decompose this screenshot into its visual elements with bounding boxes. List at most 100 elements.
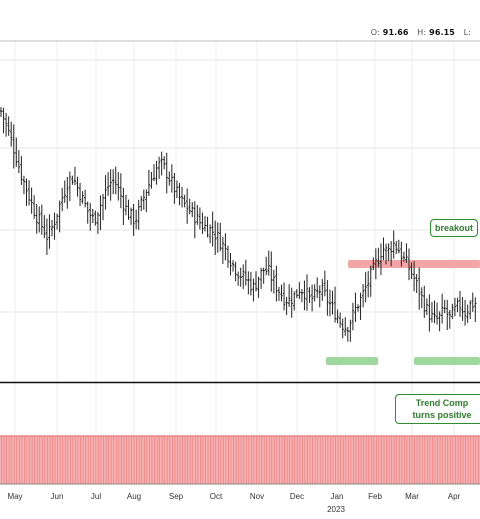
ohlc-bar: [216, 222, 219, 253]
ohlc-bar: [316, 277, 319, 299]
ohlc-bar: [175, 180, 179, 199]
ohlc-bar: [10, 121, 13, 147]
ohlc-bar: [22, 175, 26, 195]
low-label: L:: [463, 28, 471, 37]
ohlc-bar: [446, 299, 449, 330]
ohlc-bar: [211, 211, 214, 247]
ohlc-bar: [474, 297, 477, 323]
ohlc-bar: [387, 243, 390, 261]
ohlc-bar: [272, 269, 276, 294]
ohlc-bar: [349, 319, 352, 342]
ohlc-bar: [277, 286, 281, 301]
ohlc-bar: [374, 248, 378, 280]
ohlc-bar: [310, 284, 314, 312]
ohlc-bar: [384, 243, 388, 265]
ohlc-bar: [364, 272, 367, 303]
ohlc-bar: [226, 245, 230, 268]
ohlc-bar: [145, 189, 148, 213]
ohlc-bar: [239, 267, 242, 287]
ohlc-bar: [328, 289, 332, 317]
ohlc-bar: [425, 298, 429, 316]
x-tick-label: Apr: [447, 492, 461, 501]
ohlc-bar: [40, 204, 43, 235]
ohlc-bar: [440, 293, 444, 324]
x-tick-label: Jan: [330, 492, 344, 501]
ohlc-bar: [423, 285, 426, 318]
ohlc-bar: [94, 210, 97, 226]
ohlc-bar: [122, 187, 125, 226]
ohlc-bar: [300, 289, 304, 303]
trend-comp-callout: Trend Comp turns positive: [395, 394, 480, 424]
x-tick-label: Jun: [50, 492, 64, 501]
ohlc-bar: [48, 214, 51, 249]
ohlc-bar: [435, 302, 439, 325]
ohlc-bar: [168, 171, 171, 186]
ohlc-bar: [30, 187, 33, 214]
ohlc-bar: [275, 265, 278, 302]
ohlc-bar: [379, 243, 383, 276]
ohlc-bar: [259, 267, 263, 289]
ohlc-bar: [257, 276, 260, 298]
ohlc-bar: [451, 303, 454, 319]
ohlc-readout: O: 91.66 H: 96.15 L:: [371, 28, 474, 37]
breakout-callout: breakout: [430, 219, 478, 237]
ohlc-bar: [150, 171, 153, 189]
ohlc-bar: [27, 180, 31, 206]
ohlc-bar: [410, 262, 413, 279]
ohlc-bar: [466, 304, 469, 323]
ohlc-bar: [344, 317, 347, 336]
ohlc-bar: [341, 318, 344, 339]
ohlc-bar: [298, 281, 301, 300]
header-bar: [0, 0, 480, 41]
ohlc-bar: [430, 301, 434, 323]
price-bars: [0, 106, 477, 342]
ohlc-bar: [456, 297, 459, 313]
ohlc-bar: [198, 207, 202, 230]
ohlc-bar: [231, 260, 235, 272]
ohlc-bar: [165, 152, 168, 194]
ohlc-bar: [86, 201, 89, 224]
ohlc-bar: [89, 202, 92, 231]
ohlc-bar: [4, 112, 8, 137]
ohlc-bar: [234, 261, 237, 282]
ohlc-bar: [361, 283, 365, 308]
ohlc-bar: [224, 233, 227, 261]
support-band-right: [414, 357, 480, 365]
x-tick-label: Nov: [249, 492, 265, 501]
ohlc-bar: [137, 199, 140, 230]
ohlc-bar: [55, 213, 59, 230]
ohlc-bar: [201, 212, 204, 234]
ohlc-bar: [267, 250, 270, 276]
ohlc-bar: [91, 208, 94, 224]
ohlc-bar: [152, 164, 156, 182]
ohlc-bar: [71, 175, 74, 185]
ohlc-bar: [38, 206, 41, 233]
ohlc-bar: [196, 205, 199, 225]
ohlc-bar: [157, 156, 161, 179]
x-tick-label: Aug: [126, 492, 142, 501]
ohlc-bar: [106, 172, 110, 196]
trend-comp-line2: turns positive: [412, 410, 472, 420]
ohlc-bar: [35, 203, 38, 234]
ohlc-bar: [58, 200, 61, 233]
ohlc-bar: [351, 302, 355, 331]
ohlc-bar: [104, 175, 107, 210]
ohlc-bar: [117, 172, 120, 201]
ohlc-bar: [185, 188, 189, 224]
ohlc-bar: [367, 271, 370, 298]
ohlc-bar: [471, 292, 474, 312]
ohlc-bar: [438, 311, 441, 332]
ohlc-bar: [183, 194, 186, 208]
x-tick-label: Feb: [368, 492, 382, 501]
ohlc-bar: [463, 299, 467, 326]
ohlc-bar: [155, 160, 158, 185]
ohlc-bar: [50, 219, 54, 237]
ohlc-bar: [43, 215, 46, 239]
ohlc-bar: [293, 291, 296, 311]
ohlc-bar: [180, 186, 184, 208]
ohlc-bar: [308, 287, 311, 303]
ohlc-bar: [290, 287, 293, 318]
ohlc-bar: [407, 248, 411, 281]
high-label: H:: [417, 28, 427, 37]
breakout-text: breakout: [435, 223, 474, 233]
